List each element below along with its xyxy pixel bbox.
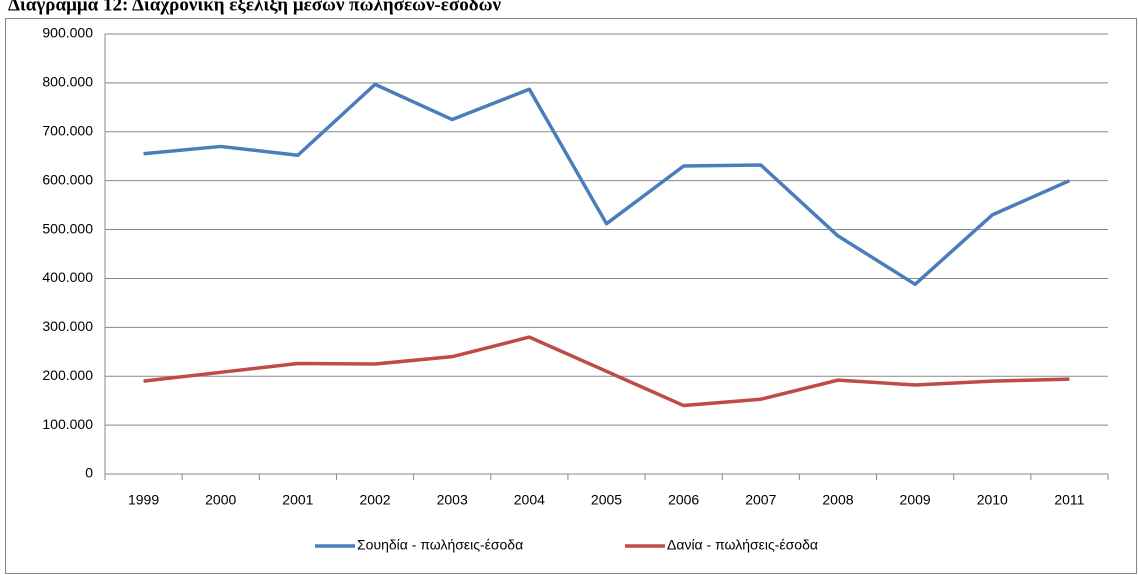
x-tick-label: 2002 [359,492,390,508]
x-tick-label: 2008 [822,492,853,508]
y-tick-label: 500.000 [42,220,93,236]
x-tick-label: 2010 [977,492,1008,508]
y-tick-label: 600.000 [42,171,93,187]
x-tick-label: 2003 [437,492,468,508]
x-tick-label: 1999 [128,492,159,508]
chart-title: Διάγραμμα 12: Διαχρονική εξέλιξη μέσων π… [8,0,501,15]
x-tick-label: 2009 [900,492,931,508]
y-tick-label: 100.000 [42,416,93,432]
y-tick-label: 300.000 [42,318,93,334]
x-tick-label: 2006 [668,492,699,508]
y-tick-label: 400.000 [42,269,93,285]
x-tick-label: 2007 [745,492,776,508]
line-series [143,82,1071,287]
legend-label: Σουηδία - πωλήσεις-έσοδα [357,537,523,553]
y-tick-label: 800.000 [42,74,93,90]
x-tick-label: 2000 [205,492,236,508]
y-tick-label: 700.000 [42,122,93,138]
y-tick-label: 900.000 [42,25,93,41]
line-series [143,335,1070,408]
legend-label: Δανία - πωλήσεις-έσοδα [667,537,818,553]
y-tick-label: 200.000 [42,367,93,383]
y-tick-label: 0 [85,465,93,481]
x-tick-label: 2001 [282,492,313,508]
x-tick-label: 2005 [591,492,622,508]
x-tick-label: 2004 [514,492,545,508]
x-tick-label: 2011 [1054,492,1084,508]
chart-frame [5,18,1137,574]
